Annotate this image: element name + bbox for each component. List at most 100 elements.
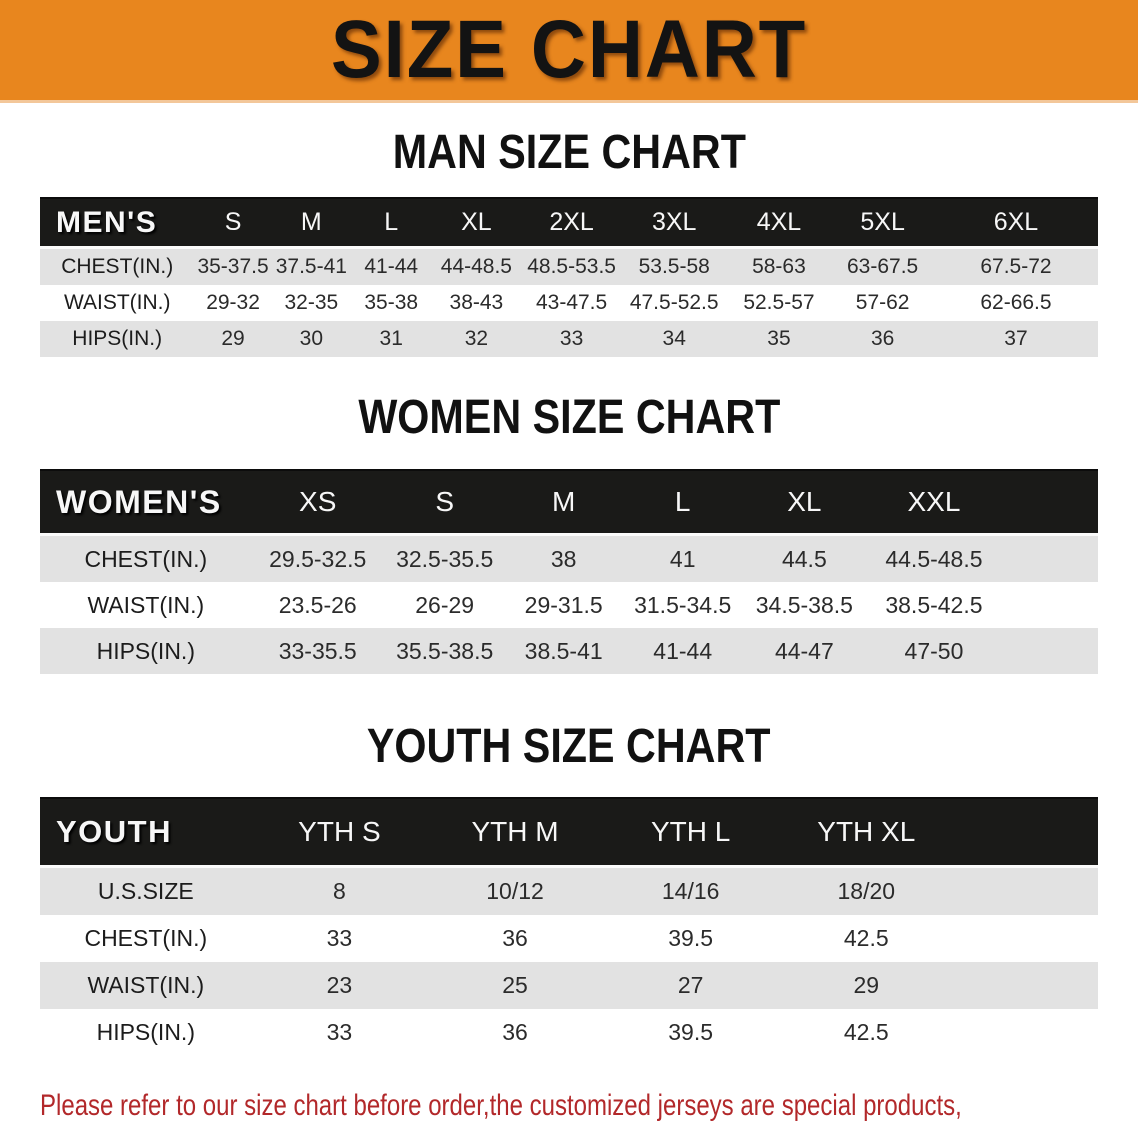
spacer-cell xyxy=(954,1009,1098,1056)
row-label: WAIST(IN.) xyxy=(87,591,205,618)
men-size-header: 3XL xyxy=(621,197,727,249)
value-cell: 35 xyxy=(767,327,791,350)
value-cell: 10/12 xyxy=(486,878,544,904)
men-size-header: 6XL xyxy=(933,197,1098,249)
value-cell: 39.5 xyxy=(668,925,714,951)
value-cell: 38.5-42.5 xyxy=(885,591,983,618)
value-cell: 23.5-26 xyxy=(278,591,357,618)
value-cell: 39.5 xyxy=(668,1019,714,1045)
row-label: U.S.SIZE xyxy=(97,878,194,904)
value-cell: 63-67.5 xyxy=(847,255,919,278)
value-cell: 41 xyxy=(669,545,696,572)
youth-hips-row: HIPS(IN.) 33 36 39.5 42.5 xyxy=(40,1009,1098,1056)
value-cell: 33 xyxy=(326,925,353,951)
spacer-cell xyxy=(954,962,1098,1009)
men-hips-row: HIPS(IN.) 29 30 31 32 33 34 35 36 37 xyxy=(40,321,1098,357)
youth-size-header: YTH XL xyxy=(778,797,955,868)
youth-size-header: YTH M xyxy=(427,797,603,868)
youth-size-header: YTH L xyxy=(602,797,779,868)
value-cell: 38.5-41 xyxy=(524,637,603,664)
row-label: WAIST(IN.) xyxy=(63,291,171,314)
men-chest-row: CHEST(IN.) 35-37.5 37.5-41 41-44 44-48.5… xyxy=(40,247,1098,285)
men-size-header: XL xyxy=(431,197,522,249)
value-cell: 37.5-41 xyxy=(275,255,347,278)
men-waist-row: WAIST(IN.) 29-32 32-35 35-38 38-43 43-47… xyxy=(40,285,1098,321)
women-header-row: WOMEN'S XS S M L XL XXL xyxy=(40,469,1098,536)
men-header-row: MEN'S S M L XL 2XL 3XL 4XL 5XL 6XL xyxy=(40,197,1098,249)
value-cell: 36 xyxy=(870,327,895,350)
value-cell: 29.5-32.5 xyxy=(269,545,367,572)
women-waist-row: WAIST(IN.) 23.5-26 26-29 29-31.5 31.5-34… xyxy=(40,582,1098,628)
women-section-heading-text: WOMEN SIZE CHART xyxy=(358,391,780,444)
spacer-cell xyxy=(1003,628,1098,674)
women-size-header: L xyxy=(621,469,744,536)
youth-waist-row: WAIST(IN.) 23 25 27 29 xyxy=(40,962,1098,1009)
value-cell: 36 xyxy=(502,1019,528,1045)
men-section: MAN SIZE CHART MEN'S S M L XL 2XL 3XL 4X… xyxy=(0,126,1138,357)
youth-size-table: YOUTH YTH S YTH M YTH L YTH XL U.S.SIZE … xyxy=(40,797,1098,1056)
value-cell: 44-47 xyxy=(774,637,834,664)
value-cell: 44-48.5 xyxy=(440,255,512,278)
value-cell: 58-63 xyxy=(752,255,806,278)
value-cell: 35.5-38.5 xyxy=(396,637,494,664)
youth-table-name: YOUTH xyxy=(40,797,252,868)
men-table-name: MEN'S xyxy=(40,197,195,249)
men-size-header: S xyxy=(194,197,272,249)
men-size-table: MEN'S S M L XL 2XL 3XL 4XL 5XL 6XL CHEST… xyxy=(40,197,1098,357)
value-cell: 35-38 xyxy=(364,291,419,314)
value-cell: 31.5-34.5 xyxy=(634,591,732,618)
value-cell: 30 xyxy=(299,327,324,350)
value-cell: 18/20 xyxy=(837,878,896,904)
value-cell: 8 xyxy=(333,878,346,904)
row-label: WAIST(IN.) xyxy=(87,972,205,998)
women-size-header: XL xyxy=(743,469,866,536)
value-cell: 29 xyxy=(853,972,880,998)
disclaimer-line-1: Please refer to our size chart before or… xyxy=(40,1082,1138,1129)
value-cell: 38-43 xyxy=(449,291,504,314)
women-size-table: WOMEN'S XS S M L XL XXL CHEST(IN.) 29.5-… xyxy=(40,469,1098,674)
value-cell: 42.5 xyxy=(843,925,889,951)
value-cell: 34.5-38.5 xyxy=(755,591,853,618)
value-cell: 33-35.5 xyxy=(278,637,357,664)
value-cell: 44.5-48.5 xyxy=(885,545,983,572)
youth-section: YOUTH SIZE CHART YOUTH YTH S YTH M YTH L… xyxy=(0,720,1138,1056)
spacer-cell xyxy=(954,797,1098,868)
men-section-heading: MAN SIZE CHART xyxy=(0,126,1138,179)
value-cell: 41-44 xyxy=(364,255,419,278)
banner: SIZE CHART xyxy=(0,0,1138,103)
spacer-cell xyxy=(954,867,1098,916)
youth-section-heading-text: YOUTH SIZE CHART xyxy=(367,720,771,773)
value-cell: 44.5 xyxy=(781,545,827,572)
value-cell: 48.5-53.5 xyxy=(527,255,616,278)
men-size-header: 4XL xyxy=(726,197,832,249)
youth-size-header: YTH S xyxy=(251,797,428,868)
women-section: WOMEN SIZE CHART WOMEN'S XS S M L XL XXL xyxy=(0,391,1138,674)
row-label: HIPS(IN.) xyxy=(72,327,163,350)
row-label: HIPS(IN.) xyxy=(96,1019,195,1045)
row-label: CHEST(IN.) xyxy=(61,255,174,278)
women-chest-row: CHEST(IN.) 29.5-32.5 32.5-35.5 38 41 44.… xyxy=(40,534,1098,582)
men-size-header: L xyxy=(351,197,432,249)
men-section-heading-text: MAN SIZE CHART xyxy=(392,126,746,179)
value-cell: 52.5-57 xyxy=(743,291,815,314)
value-cell: 41-44 xyxy=(653,637,713,664)
women-size-header: XS xyxy=(251,469,384,536)
youth-chest-row: CHEST(IN.) 33 36 39.5 42.5 xyxy=(40,915,1098,962)
page-title: SIZE CHART xyxy=(330,4,808,95)
value-cell: 14/16 xyxy=(661,878,720,904)
women-hips-row: HIPS(IN.) 33-35.5 35.5-38.5 38.5-41 41-4… xyxy=(40,628,1098,674)
value-cell: 32.5-35.5 xyxy=(396,545,494,572)
value-cell: 26-29 xyxy=(415,591,475,618)
spacer-cell xyxy=(954,915,1098,962)
value-cell: 25 xyxy=(502,972,528,998)
women-table-name: WOMEN'S xyxy=(40,469,252,536)
women-size-header: S xyxy=(383,469,506,536)
value-cell: 43-47.5 xyxy=(535,291,608,314)
spacer-cell xyxy=(1002,469,1098,536)
women-section-heading: WOMEN SIZE CHART xyxy=(0,391,1138,444)
value-cell: 42.5 xyxy=(843,1019,889,1045)
value-cell: 23 xyxy=(326,972,353,998)
value-cell: 47-50 xyxy=(904,637,964,664)
value-cell: 29-31.5 xyxy=(524,591,603,618)
